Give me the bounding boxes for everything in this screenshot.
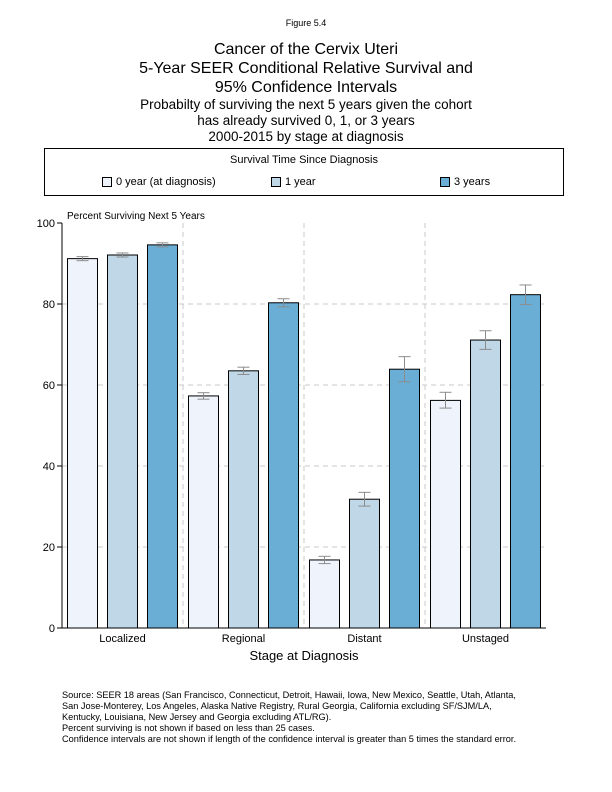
x-tick-label: Unstaged bbox=[462, 633, 509, 645]
bar bbox=[188, 395, 219, 629]
survival-bar-chart: Localized Regional Distant Unstaged 0 20 40 60 8… bbox=[37, 211, 546, 663]
legend-swatch bbox=[271, 177, 281, 187]
source-line: Confidence intervals are not shown if le… bbox=[62, 734, 517, 744]
subtitle-line: has already survived 0, 1, or 3 years bbox=[197, 113, 415, 128]
source-line: Kentucky, Louisiana, New Jersey and Geor… bbox=[62, 712, 332, 722]
legend: Survival Time Since Diagnosis 0 year (at… bbox=[44, 148, 564, 196]
figure-label: Figure 5.4 bbox=[285, 18, 327, 28]
legend-label: 1 year bbox=[285, 176, 316, 188]
subtitle-line: Probabilty of surviving the next 5 years… bbox=[140, 97, 472, 112]
x-tick-label: Localized bbox=[99, 633, 145, 645]
bar bbox=[430, 399, 461, 629]
bar bbox=[309, 559, 340, 629]
legend-label: 0 year (at diagnosis) bbox=[116, 176, 216, 188]
legend-swatch bbox=[102, 177, 112, 187]
source-notes: Source: SEER 18 areas (San Francisco, Co… bbox=[62, 690, 582, 745]
legend-item-3-years: 3 years bbox=[440, 176, 490, 188]
title-line: 95% Confidence Intervals bbox=[214, 79, 398, 96]
y-tick-label: 60 bbox=[43, 380, 55, 392]
y-axis-label: Percent Surviving Next 5 Years bbox=[67, 211, 205, 222]
y-tick-label: 0 bbox=[49, 623, 55, 635]
title-line: Cancer of the Cervix Uteri bbox=[213, 41, 399, 58]
bar bbox=[268, 302, 299, 629]
y-tick-label: 40 bbox=[43, 461, 55, 473]
source-line: San Jose-Monterey, Los Angeles, Alaska N… bbox=[62, 701, 492, 711]
x-tick-label: Regional bbox=[222, 633, 265, 645]
legend-title: Survival Time Since Diagnosis bbox=[230, 154, 378, 166]
bar bbox=[228, 370, 259, 629]
subtitle-line: 2000-2015 by stage at diagnosis bbox=[208, 129, 404, 144]
title-line: 5-Year SEER Conditional Relative Surviva… bbox=[139, 60, 473, 77]
bar bbox=[349, 498, 380, 629]
y-tick-label: 80 bbox=[43, 299, 55, 311]
source-line: Percent surviving is not shown if based … bbox=[62, 723, 315, 733]
bar bbox=[67, 258, 98, 629]
chart-titles: Cancer of the Cervix Uteri 5-Year SEER C… bbox=[0, 40, 612, 145]
legend-item-0-year: 0 year (at diagnosis) bbox=[102, 176, 216, 188]
bar bbox=[470, 339, 501, 629]
bar bbox=[147, 244, 178, 629]
legend-swatch bbox=[440, 177, 450, 187]
x-axis-label: Stage at Diagnosis bbox=[249, 648, 359, 663]
source-line: Source: SEER 18 areas (San Francisco, Co… bbox=[62, 690, 516, 700]
y-tick-label: 20 bbox=[43, 542, 55, 554]
bar bbox=[389, 368, 420, 629]
bar bbox=[510, 294, 541, 629]
x-tick-label: Distant bbox=[347, 633, 381, 645]
legend-label: 3 years bbox=[454, 176, 491, 188]
bar bbox=[107, 254, 138, 629]
legend-item-1-year: 1 year bbox=[271, 176, 316, 188]
y-tick-label: 100 bbox=[37, 218, 55, 230]
